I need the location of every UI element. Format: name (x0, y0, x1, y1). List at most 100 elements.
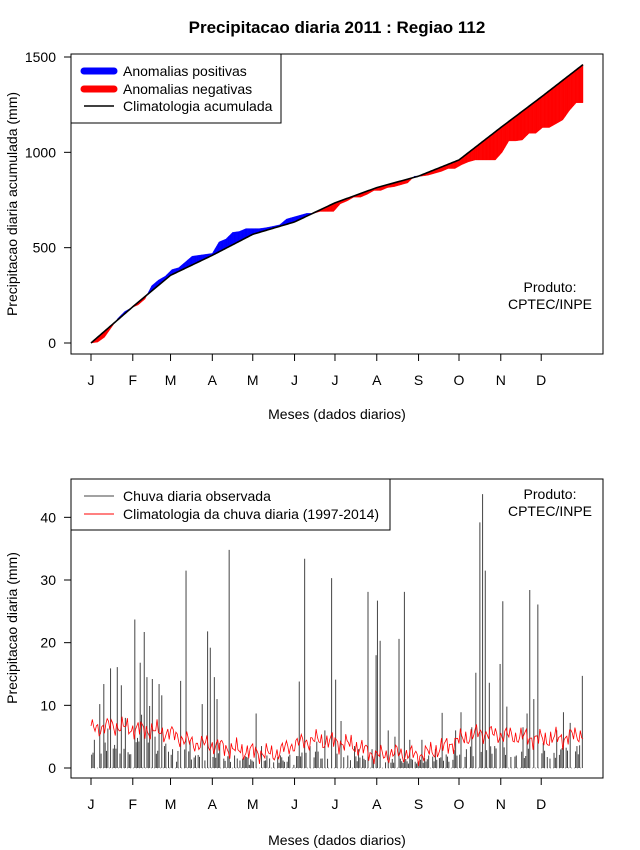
negative-anomaly-segment (538, 97, 541, 132)
top-x-tick-label: A (372, 372, 382, 388)
positive-anomaly-segment (228, 234, 231, 248)
bottom-x-tick-label: M (247, 796, 259, 812)
negative-anomaly-segment (566, 75, 569, 115)
negative-anomaly-segment (572, 71, 574, 108)
negative-anomaly-segment (558, 81, 561, 123)
negative-anomaly-segment (530, 103, 532, 134)
top-y-tick-label: 1000 (25, 144, 56, 160)
negative-anomaly-segment (491, 133, 493, 161)
negative-anomaly-segment (532, 101, 535, 134)
negative-anomaly-segment (526, 106, 528, 137)
negative-anomaly-segment (519, 111, 522, 141)
negative-anomaly-segment (476, 144, 479, 161)
negative-anomaly-segment (562, 78, 565, 121)
negative-anomaly-segment (561, 79, 563, 122)
bottom-panel: 0 10 20 30 40 J F M A M J J A S O N D Precipitacao diar… (4, 478, 604, 848)
legend-observed: Chuva diaria observada (123, 488, 271, 504)
negative-anomaly-segment (499, 127, 501, 156)
observed-rain-bars (91, 494, 583, 768)
climatology-cumulative-line (90, 63, 584, 344)
negative-anomaly-segment (487, 136, 489, 161)
negative-anomaly-segment (528, 104, 531, 134)
top-y-tick-label: 0 (48, 335, 56, 351)
negative-anomaly-segment (503, 124, 506, 151)
negative-anomaly-segment (488, 135, 491, 161)
bottom-x-tick-label: M (165, 796, 177, 812)
negative-anomaly-segment (501, 125, 504, 154)
negative-anomaly-segment (569, 73, 572, 111)
negative-anomaly-segment (567, 74, 570, 113)
negative-anomaly-segment (574, 69, 577, 105)
top-x-label: Meses (dados diarios) (268, 406, 406, 422)
positive-anomaly-segment (235, 231, 237, 244)
negative-anomaly-segment (489, 134, 492, 161)
negative-anomaly-segment (500, 126, 503, 155)
negative-anomaly-segment (570, 72, 573, 110)
legend-clim-daily: Climatologia da chuva diaria (1997-2014) (123, 506, 379, 522)
negative-anomaly-segment (508, 120, 511, 142)
bottom-y-tick-label: 40 (40, 509, 56, 525)
top-x-tick-label: N (496, 372, 506, 388)
negative-anomaly-segment (496, 129, 499, 159)
bottom-x-tick-label: F (129, 796, 138, 812)
negative-anomaly-segment (539, 96, 542, 131)
negative-anomaly-segment (545, 92, 547, 128)
climatology-daily-line (90, 716, 584, 767)
negative-anomaly-segment (581, 64, 584, 103)
negative-anomaly-segment (559, 80, 562, 122)
bottom-product-label: Produto: (524, 486, 577, 502)
legend-climatology: Climatologia acumulada (123, 98, 273, 114)
negative-anomaly-segment (549, 89, 551, 128)
negative-anomaly-segment (576, 68, 578, 103)
positive-anomaly-segment (217, 241, 220, 253)
negative-anomaly-segment (492, 132, 495, 161)
negative-anomaly-segment (477, 143, 480, 161)
positive-anomaly-segment (218, 241, 221, 253)
positive-anomaly-segment (240, 230, 243, 241)
top-plot-frame (70, 53, 604, 355)
positive-anomaly-segment (225, 237, 228, 249)
negative-anomaly-segment (563, 77, 566, 119)
negative-anomaly-segment (515, 114, 518, 142)
negative-anomaly-segment (524, 107, 527, 138)
top-x-tick-label: M (247, 372, 259, 388)
negative-anomaly-segment (534, 100, 537, 134)
top-y-axis: 0 500 1000 1500 (25, 49, 71, 351)
bottom-y-tick-label: 10 (40, 697, 56, 713)
top-x-tick-label: F (129, 372, 138, 388)
negative-anomaly-segment (523, 108, 526, 140)
negative-anomaly-segment (531, 102, 534, 134)
negative-anomaly-segment (514, 115, 516, 142)
negative-anomaly-segment (541, 95, 543, 130)
negative-anomaly-segment (511, 117, 514, 142)
negative-anomaly-segment (543, 93, 546, 128)
negative-anomaly-segment (550, 88, 553, 128)
bottom-x-tick-label: D (536, 796, 546, 812)
top-x-tick-label: M (165, 372, 177, 388)
negative-anomaly-segment (542, 94, 545, 128)
bottom-y-label: Precipitacao diaria (mm) (4, 552, 20, 704)
top-x-tick-label: D (536, 372, 546, 388)
top-x-tick-label: J (291, 372, 298, 388)
bottom-x-tick-label: J (291, 796, 298, 812)
negative-anomaly-segment (551, 87, 554, 127)
bottom-y-tick-label: 20 (40, 635, 56, 651)
negative-anomaly-segment (495, 130, 497, 161)
positive-anomaly-segment (230, 231, 233, 246)
negative-anomaly-segment (505, 122, 508, 147)
positive-anomaly-segment (241, 229, 244, 241)
negative-anomaly-segment (565, 76, 568, 117)
negative-anomaly-segment (481, 140, 484, 161)
negative-anomaly-segment (520, 110, 523, 141)
positive-anomaly-segment (236, 231, 239, 244)
negative-anomaly-segment (504, 123, 507, 149)
positive-anomaly-segment (237, 231, 240, 243)
negative-anomaly-segment (497, 128, 500, 158)
negative-anomaly-segment (547, 90, 550, 128)
negative-anomaly-segment (527, 105, 530, 136)
negative-anomaly-segment (518, 112, 520, 141)
negative-anomaly-segment (554, 85, 557, 125)
